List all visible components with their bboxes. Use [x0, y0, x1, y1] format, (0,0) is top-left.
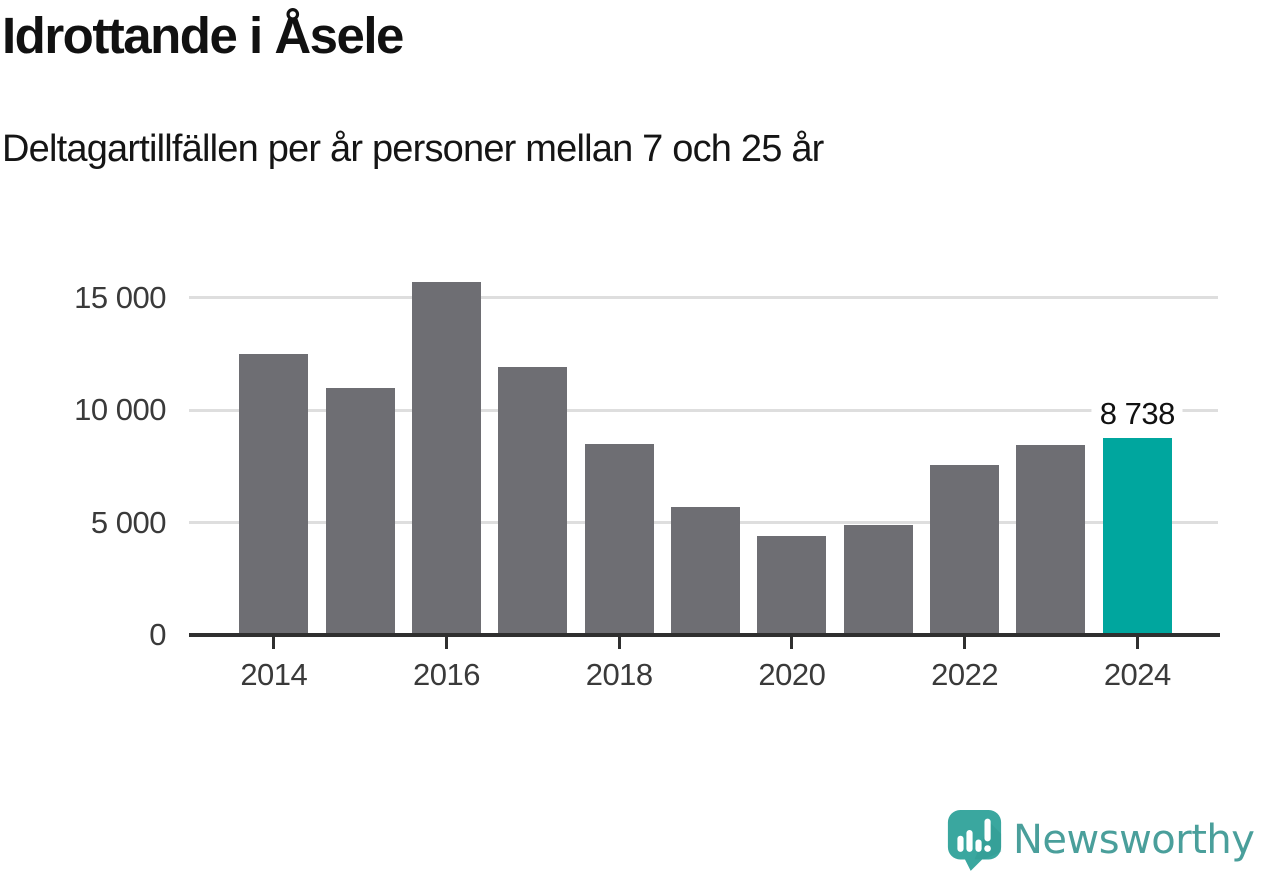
page-subtitle: Deltagartillfällen per år personer mella…	[2, 128, 824, 170]
y-gridline	[189, 296, 1218, 299]
x-tick-label: 2018	[585, 657, 653, 692]
bar-2022	[930, 465, 1000, 635]
x-tick	[790, 637, 794, 649]
bar-value-label: 8 738	[1091, 396, 1183, 433]
x-tick	[272, 637, 276, 649]
y-tick-label: 15 000	[74, 279, 166, 315]
x-tick-label: 2020	[758, 657, 826, 692]
bar-2018	[584, 443, 654, 635]
newsworthy-speech-bubble-chart-icon	[947, 810, 1002, 871]
x-tick-label: 2016	[413, 657, 480, 692]
x-tick-label: 2014	[240, 657, 308, 692]
y-tick-label: 10 000	[74, 392, 166, 427]
newsworthy-logo: Newsworthy	[946, 808, 1255, 871]
bar-2024	[1102, 438, 1172, 635]
bar-2020	[757, 536, 827, 635]
y-tick-label: 0	[149, 617, 166, 652]
bar-2023	[1016, 444, 1086, 635]
bar-2019	[671, 506, 741, 635]
x-tick	[963, 637, 967, 649]
x-tick	[1135, 637, 1139, 649]
page-title: Idrottande i Åsele	[2, 7, 404, 64]
x-tick	[617, 637, 621, 649]
newsworthy-wordmark: Newsworthy	[1013, 816, 1255, 863]
bar-2014	[239, 353, 309, 635]
y-gridline	[189, 408, 1218, 412]
x-tick-label: 2022	[931, 657, 999, 692]
bar-2017	[498, 367, 568, 635]
bar-2016	[412, 281, 481, 635]
bar-2015	[325, 387, 395, 635]
x-tick	[445, 637, 448, 649]
bar-2021	[843, 524, 913, 635]
y-tick-label: 5 000	[90, 504, 167, 540]
x-tick-label: 2024	[1103, 657, 1171, 692]
x-axis-line	[189, 633, 1220, 637]
